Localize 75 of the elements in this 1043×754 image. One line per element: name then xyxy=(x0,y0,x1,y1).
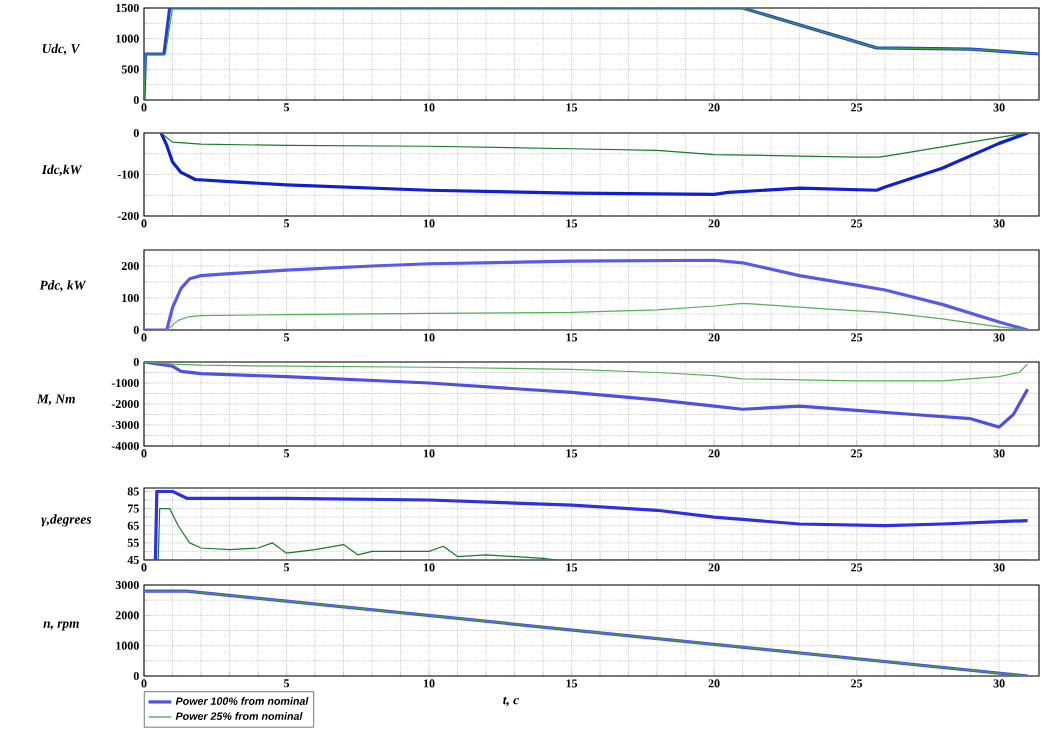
x-tick-label: 0 xyxy=(141,563,147,572)
x-tick-label: 30 xyxy=(993,219,1005,228)
x-tick-label: 5 xyxy=(284,679,290,688)
y-tick-label: 1000 xyxy=(116,641,139,650)
legend-label: Power 25% from nominal xyxy=(175,712,303,720)
x-tick-label: 30 xyxy=(993,103,1005,112)
y-tick-label: 55 xyxy=(127,538,139,547)
x-tick-label: 15 xyxy=(566,449,578,458)
y-tick-label: 0 xyxy=(133,95,139,105)
y-tick-label: -200 xyxy=(117,211,139,221)
x-tick-label: 20 xyxy=(708,449,720,458)
x-tick-label: 25 xyxy=(851,333,863,342)
x-tick-label: 10 xyxy=(424,103,435,112)
x-tick-label: 0 xyxy=(141,449,147,458)
y-tick-label: 1500 xyxy=(116,3,139,13)
x-tick-label: 20 xyxy=(708,563,720,572)
y-tick-label: 0 xyxy=(133,671,139,681)
y-tick-label: 3000 xyxy=(115,580,139,590)
x-tick-label: 30 xyxy=(993,563,1005,572)
y-tick-label: -1000 xyxy=(111,378,139,388)
x-tick-label: 25 xyxy=(851,103,863,112)
x-tick-label: 15 xyxy=(566,219,578,228)
y-tick-label: 75 xyxy=(127,504,139,513)
x-tick-label: 10 xyxy=(424,449,435,458)
y-tick-label: 2000 xyxy=(115,611,139,620)
x-tick-label: 10 xyxy=(424,219,435,228)
y-axis-title: Pdc, kW xyxy=(39,280,87,292)
y-tick-label: 500 xyxy=(121,65,139,74)
x-tick-label: 5 xyxy=(284,563,290,572)
x-tick-label: 20 xyxy=(708,333,720,342)
x-tick-label: 10 xyxy=(424,333,435,342)
x-tick-label: 20 xyxy=(708,103,720,112)
y-tick-label: 1000 xyxy=(116,34,139,43)
x-tick-label: 0 xyxy=(141,103,147,112)
x-tick-label: 5 xyxy=(284,103,290,112)
x-tick-label: 0 xyxy=(141,333,147,342)
y-tick-label: 0 xyxy=(133,128,139,138)
y-axis-title: Udc, V xyxy=(42,43,81,56)
x-tick-label: 15 xyxy=(566,103,578,112)
legend-label: Power 100% from nominal xyxy=(175,697,309,705)
x-tick-label: 5 xyxy=(284,449,290,458)
x-tick-label: 5 xyxy=(284,219,290,228)
x-tick-label: 30 xyxy=(993,449,1005,458)
x-axis-title: t, c xyxy=(503,696,519,707)
y-tick-label: 45 xyxy=(127,555,139,565)
y-tick-label: -3000 xyxy=(111,420,139,430)
x-tick-label: 5 xyxy=(284,333,290,342)
x-tick-label: 15 xyxy=(566,333,578,342)
x-tick-label: 15 xyxy=(566,563,578,572)
x-tick-label: 25 xyxy=(851,219,863,228)
y-tick-label: 100 xyxy=(122,293,139,303)
x-tick-label: 30 xyxy=(993,679,1005,688)
y-axis-title: M, Nm xyxy=(36,394,75,406)
y-axis-title: γ,degrees xyxy=(41,514,92,527)
y-axis-title: n, rpm xyxy=(43,621,79,631)
y-tick-label: 85 xyxy=(127,487,139,496)
x-tick-label: 25 xyxy=(851,679,863,688)
x-tick-label: 0 xyxy=(141,679,147,688)
x-tick-label: 25 xyxy=(851,449,863,458)
y-tick-label: -2000 xyxy=(111,399,139,409)
x-tick-label: 20 xyxy=(708,679,720,688)
x-tick-label: 20 xyxy=(708,219,720,228)
y-tick-label: -100 xyxy=(117,170,139,179)
x-tick-label: 15 xyxy=(566,679,578,688)
y-tick-label: 65 xyxy=(127,521,139,530)
y-tick-label: 200 xyxy=(121,261,139,271)
x-tick-label: 0 xyxy=(141,219,147,228)
y-tick-label: -4000 xyxy=(111,441,139,451)
x-tick-label: 10 xyxy=(424,563,435,572)
x-tick-label: 25 xyxy=(851,563,863,572)
y-axis-title: Idc,kW xyxy=(41,164,83,177)
y-tick-label: 0 xyxy=(133,325,139,335)
x-tick-label: 30 xyxy=(993,333,1005,342)
y-tick-label: 0 xyxy=(133,357,139,367)
x-tick-label: 10 xyxy=(424,679,435,688)
